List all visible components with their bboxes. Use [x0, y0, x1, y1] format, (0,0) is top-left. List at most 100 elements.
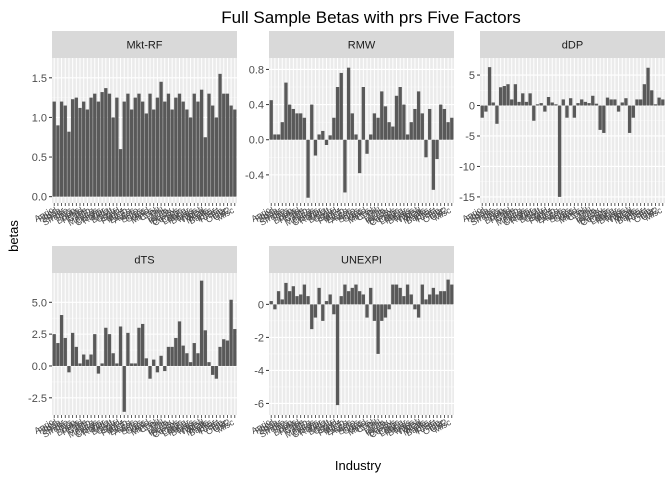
- y-tick-label: -5: [465, 131, 475, 143]
- bar-beer: [63, 337, 67, 366]
- bar-insur: [214, 117, 219, 197]
- bar-agric: [52, 101, 56, 197]
- bar-steel: [546, 96, 551, 106]
- bar-comps: [177, 321, 182, 366]
- bar-persv: [598, 105, 602, 130]
- bar-smoke: [284, 82, 288, 140]
- bar-mach: [126, 93, 130, 197]
- bar-beer: [63, 105, 67, 197]
- bar-clths: [302, 117, 307, 140]
- bar-bldmt: [111, 353, 115, 366]
- bar-labeq: [185, 353, 189, 366]
- bar-books: [295, 113, 299, 140]
- bar-rubbr: [104, 327, 108, 366]
- bar-food: [273, 304, 277, 310]
- bar-telcm: [383, 304, 388, 318]
- bar-oil: [159, 81, 163, 197]
- bar-mach: [554, 104, 558, 106]
- bar-txtls: [324, 139, 329, 145]
- bar-util: [380, 91, 384, 140]
- bar-autos: [350, 113, 354, 140]
- bar-other: [442, 108, 447, 140]
- bar-util2: [229, 299, 233, 366]
- bar-clths: [302, 284, 307, 305]
- bar-bussv: [602, 105, 606, 133]
- bar-banks: [428, 294, 432, 305]
- bar-chems: [100, 92, 104, 197]
- bar-chems: [528, 93, 532, 106]
- bar-steel: [118, 326, 123, 366]
- bar-medeq: [521, 93, 525, 106]
- bar-mines: [580, 99, 584, 106]
- bar-rlest: [218, 73, 222, 197]
- bar-elceq: [557, 105, 562, 197]
- bar-persv: [170, 346, 174, 366]
- bar-cnstr: [332, 117, 336, 140]
- bar-misc: [450, 284, 454, 305]
- bar-boxes: [409, 294, 413, 305]
- bar-coal: [372, 113, 377, 140]
- bar-drugs: [313, 304, 318, 318]
- facet-panel-unexpi: UNEXPI-6-4-20AgricFoodSodaBeerSmokeToysF…: [249, 246, 454, 440]
- bar-rlest: [435, 294, 439, 305]
- bar-bussv: [391, 284, 395, 305]
- facet-strip: [269, 31, 454, 58]
- bar-fin: [222, 93, 226, 197]
- bar-meals: [424, 139, 428, 158]
- bar-toys: [498, 87, 503, 106]
- bar-rtail: [203, 137, 207, 197]
- bar-books: [295, 296, 299, 305]
- bar-labeq: [613, 99, 617, 106]
- x-tick-label: Oil: [365, 417, 380, 431]
- bar-beer: [280, 122, 284, 140]
- bar-steel: [118, 149, 123, 197]
- bar-banks: [639, 99, 643, 106]
- bar-soda: [276, 291, 281, 305]
- bar-toys: [70, 99, 75, 197]
- bar-boxes: [620, 102, 624, 106]
- y-tick-label: 5: [469, 70, 475, 82]
- bar-other: [225, 93, 230, 197]
- bar-boxes: [192, 93, 196, 197]
- bar-misc: [233, 109, 237, 197]
- bar-labeq: [185, 109, 189, 197]
- bar-cnstr: [115, 97, 119, 197]
- bar-hlth: [517, 101, 521, 106]
- bar-telcm: [383, 106, 388, 140]
- bar-agric: [52, 334, 56, 366]
- bar-trans: [196, 101, 200, 197]
- bar-persv: [170, 109, 174, 197]
- bar-insur: [214, 365, 219, 379]
- bar-meals: [207, 362, 211, 366]
- y-tick-label: 0: [469, 101, 475, 113]
- bar-elceq: [346, 67, 351, 140]
- bar-fin: [650, 90, 654, 106]
- bar-aero: [354, 134, 358, 140]
- bar-clths: [513, 84, 518, 106]
- bar-txtls: [107, 334, 112, 366]
- bar-whlsl: [199, 89, 204, 197]
- bar-chems: [317, 287, 321, 305]
- y-tick-label: 1.0: [32, 112, 47, 124]
- bar-comps: [394, 284, 399, 305]
- bar-toys: [70, 332, 75, 366]
- bar-autos: [350, 287, 354, 305]
- bar-util: [380, 304, 384, 321]
- bar-clths: [85, 109, 90, 197]
- bar-coal: [583, 101, 588, 106]
- bar-persv: [387, 304, 391, 310]
- bar-meals: [635, 99, 639, 106]
- bar-insur: [642, 84, 647, 106]
- bar-txtls: [107, 93, 112, 197]
- bar-bldmt: [539, 103, 543, 106]
- bar-ships: [357, 291, 362, 305]
- bar-toys: [287, 291, 292, 305]
- y-tick-label: 0.0: [32, 192, 47, 204]
- facet-panel-dts: dTS-2.50.02.55.0AgricFoodSodaBeerSmokeTo…: [28, 246, 237, 440]
- bar-guns: [361, 87, 366, 140]
- bar-hshld: [82, 101, 86, 197]
- y-tick-label: -10: [459, 161, 475, 173]
- bar-smoke: [67, 365, 71, 373]
- bar-drugs: [96, 365, 101, 374]
- y-tick-label: 0.8: [249, 64, 264, 76]
